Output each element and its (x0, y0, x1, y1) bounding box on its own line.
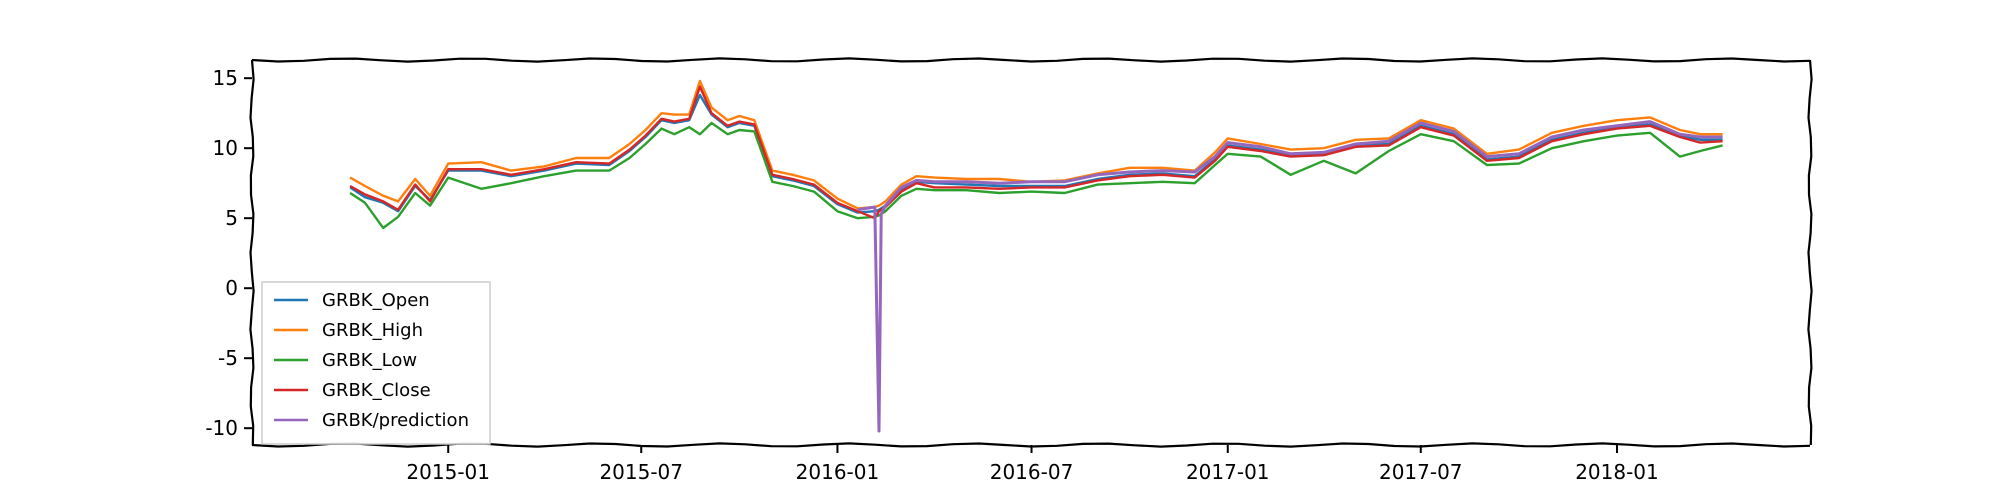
legend-label: GRBK_Open (322, 290, 430, 311)
series-line-grbk-close (349, 85, 1723, 220)
y-tick-label: 15 (213, 66, 238, 90)
y-axis: 15 10 5 0 -5 -10 (205, 66, 252, 440)
y-tick-label: 10 (213, 136, 238, 160)
legend-label: GRBK_Close (322, 380, 431, 401)
axes-spine-left (249, 59, 255, 446)
legend: GRBK_Open GRBK_High GRBK_Low GRBK_Close GRBK… (261, 281, 491, 445)
x-tick-label: 2015-07 (599, 460, 683, 484)
x-tick-label: 2018-01 (1575, 460, 1659, 484)
series-line-grbk-low (349, 121, 1723, 230)
series-layer (349, 79, 1723, 433)
x-tick-label: 2016-01 (796, 460, 880, 484)
y-tick-label: 0 (225, 276, 238, 300)
x-tick-label: 2017-01 (1186, 460, 1270, 484)
axes-spine-right (1807, 59, 1813, 446)
y-tick-label: -5 (218, 346, 238, 370)
x-axis: 2015-01 2015-07 2016-01 2016-07 2017-01 2017-… (406, 445, 1659, 484)
x-tick-label: 2017-07 (1379, 460, 1463, 484)
x-tick-label: 2015-01 (406, 460, 490, 484)
series-line-grbk-high (349, 79, 1723, 210)
axes-spine-top (251, 57, 1811, 63)
legend-label: GRBK/prediction (322, 410, 469, 431)
y-tick-label: -10 (205, 416, 238, 440)
x-tick-label: 2016-07 (990, 460, 1074, 484)
legend-label: GRBK_Low (322, 350, 417, 371)
y-tick-label: 5 (225, 206, 238, 230)
legend-label: GRBK_High (322, 320, 423, 341)
series-line-grbk-prediction (857, 120, 1723, 433)
legend-box (261, 281, 491, 445)
